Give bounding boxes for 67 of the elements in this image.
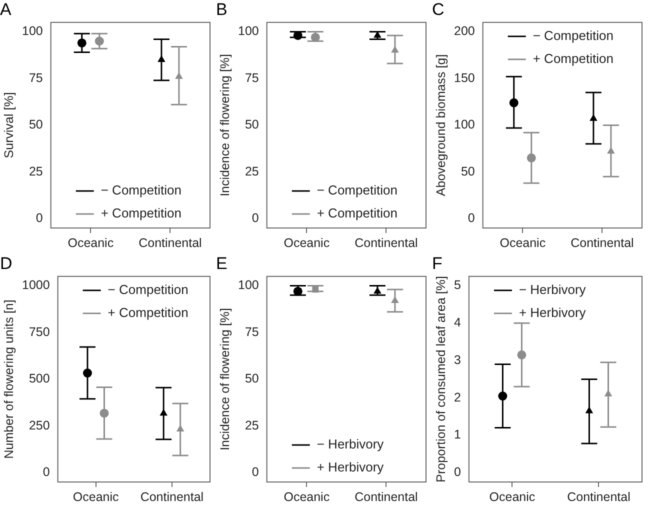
- x-tick-label: Continental: [140, 490, 204, 504]
- chart-title: F: [432, 254, 442, 273]
- y-tick-label: 25: [244, 418, 259, 432]
- y-tick-label: 0: [252, 211, 259, 226]
- y-tick-label: 50: [28, 118, 43, 132]
- y-tick-label: 4: [454, 316, 461, 330]
- legend-label: + Competition: [100, 206, 182, 221]
- legend-label: − Competition: [100, 182, 182, 198]
- y-tick-label: 75: [244, 70, 259, 85]
- x-tick-label: Oceanic: [500, 236, 546, 250]
- y-tick-label: 2: [454, 390, 461, 404]
- legend-label: − Competition: [532, 28, 614, 43]
- y-tick-label: 500: [28, 372, 50, 386]
- x-tick-label: Continental: [138, 236, 202, 250]
- x-tick-label: Continental: [354, 236, 418, 250]
- chart-title: C: [432, 0, 444, 19]
- x-tick-label: Oceanic: [284, 490, 330, 504]
- y-tick-label: 100: [238, 278, 259, 292]
- x-tick-label: Continental: [567, 490, 630, 504]
- legend-label: + Competition: [316, 206, 398, 221]
- y-tick-label: 75: [244, 324, 259, 339]
- y-axis-title: Number of flowering units [n]: [2, 300, 16, 459]
- y-axis-title: Aboveground biomass [g]: [434, 54, 448, 196]
- y-tick-label: 750: [28, 324, 50, 339]
- x-tick-label: Continental: [354, 490, 418, 504]
- legend-label: − Competition: [108, 282, 188, 297]
- y-tick-label: 50: [244, 372, 259, 386]
- x-tick-label: Oceanic: [489, 490, 536, 504]
- y-axis-title: Incidence of flowering [%]: [218, 54, 232, 196]
- x-tick-label: Continental: [570, 236, 634, 250]
- y-tick-label: 50: [460, 164, 475, 178]
- y-tick-label: 200: [454, 24, 475, 38]
- legend-label: − Competition: [316, 182, 398, 198]
- y-tick-label: 3: [454, 352, 461, 367]
- y-tick-label: 75: [28, 70, 43, 85]
- y-tick-label: 0: [454, 465, 461, 480]
- legend-label: + Competition: [108, 304, 188, 320]
- y-tick-label: 50: [244, 118, 259, 132]
- y-tick-label: 1: [454, 428, 461, 442]
- y-tick-label: 0: [36, 211, 43, 226]
- chart-title: D: [0, 254, 12, 273]
- y-tick-label: 100: [22, 24, 43, 38]
- y-tick-label: 25: [244, 164, 259, 178]
- y-tick-label: 1000: [22, 278, 50, 292]
- legend-label: + Competition: [532, 50, 614, 66]
- legend-label: + Herbivory: [316, 460, 384, 475]
- x-tick-label: Oceanic: [284, 236, 330, 250]
- y-tick-label: 100: [238, 24, 259, 38]
- y-tick-label: 150: [454, 70, 475, 85]
- y-axis-title: Survival [%]: [2, 92, 16, 158]
- y-tick-label: 0: [42, 465, 50, 480]
- legend-label: − Herbivory: [316, 436, 384, 452]
- x-tick-label: Oceanic: [72, 490, 119, 504]
- y-axis-title: Incidence of flowering [%]: [218, 308, 232, 450]
- x-tick-label: Oceanic: [68, 236, 114, 250]
- y-axis-title: Proportion of consumed leaf area [%]: [434, 276, 448, 482]
- y-tick-label: 250: [28, 418, 50, 432]
- chart-title: E: [216, 254, 228, 273]
- y-tick-label: 0: [468, 211, 475, 226]
- chart-title: A: [0, 0, 12, 19]
- y-tick-label: 0: [252, 465, 259, 480]
- legend-label: + Herbivory: [518, 304, 586, 320]
- y-tick-label: 25: [28, 164, 43, 178]
- y-tick-label: 5: [454, 278, 461, 292]
- y-tick-label: 100: [454, 118, 475, 132]
- legend-label: − Herbivory: [518, 282, 586, 297]
- chart-title: B: [216, 0, 228, 19]
